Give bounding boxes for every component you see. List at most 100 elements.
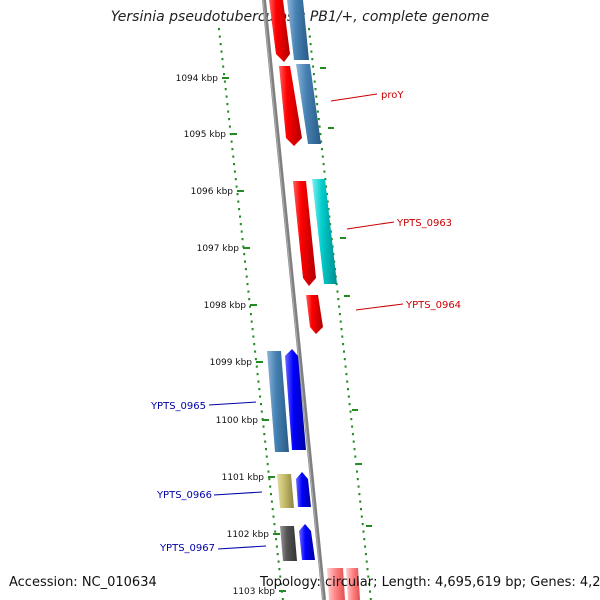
track-dot xyxy=(343,358,346,361)
gene-feature xyxy=(306,295,323,334)
track-dot xyxy=(311,58,314,61)
track-dot xyxy=(227,110,230,113)
track-dot xyxy=(246,283,249,286)
track-dot xyxy=(317,118,320,121)
track-dot xyxy=(352,440,355,443)
track-dot xyxy=(325,193,328,196)
tick-label: 1100 kbp xyxy=(216,416,259,426)
genome-backbone xyxy=(262,0,326,600)
track-dot xyxy=(338,305,341,308)
track-dot xyxy=(362,530,365,533)
track-dot xyxy=(351,425,354,428)
track-dot xyxy=(366,568,369,571)
track-dot xyxy=(252,335,255,338)
track-dot xyxy=(275,538,278,541)
track-dot xyxy=(337,298,340,301)
track-dot xyxy=(275,545,278,548)
track-dot xyxy=(357,485,360,488)
track-dot xyxy=(345,373,348,376)
track-dot xyxy=(225,95,228,98)
track-dot xyxy=(364,545,367,548)
track-dot xyxy=(312,65,315,68)
tick-label: 1099 kbp xyxy=(210,358,253,368)
track-dot xyxy=(232,155,235,158)
track-dot xyxy=(236,193,239,196)
track-dot xyxy=(349,410,352,413)
tick-label: 1098 kbp xyxy=(204,301,247,311)
track-dot xyxy=(348,403,351,406)
track-dot xyxy=(222,65,225,68)
track-dot xyxy=(254,350,257,353)
gene-label-ypts-0965: YPTS_0965 xyxy=(150,401,206,412)
track-dot xyxy=(341,335,344,338)
track-dot xyxy=(310,50,313,53)
tick-label: 1094 kbp xyxy=(176,74,219,84)
track-dot xyxy=(356,470,358,473)
accession-text: Accession: NC_010634 xyxy=(9,575,157,590)
tick-label: 1095 kbp xyxy=(184,130,227,140)
track-dot xyxy=(347,395,350,398)
track-dot xyxy=(344,365,347,368)
track-dot xyxy=(340,328,343,331)
track-dot xyxy=(365,560,368,563)
track-dot xyxy=(363,538,366,541)
track-dot xyxy=(322,163,325,166)
track-dot xyxy=(256,373,259,376)
track-dot xyxy=(268,478,271,481)
track-dot xyxy=(281,598,284,600)
gene-feature xyxy=(296,64,321,144)
track-dot xyxy=(264,440,267,443)
track-dot xyxy=(265,455,268,458)
track-dot xyxy=(253,343,256,346)
track-dot xyxy=(254,358,257,361)
gene-feature xyxy=(285,349,306,450)
gene-label-proy: proY xyxy=(381,90,404,101)
track-dot xyxy=(369,590,371,593)
track-dot xyxy=(230,140,233,143)
tick-label: 1102 kbp xyxy=(227,530,270,540)
track-dot xyxy=(266,463,269,466)
track-dot xyxy=(244,268,247,271)
track-dot xyxy=(351,433,354,436)
gene-label-ypts-0964: YPTS_0964 xyxy=(405,300,461,311)
track-dot xyxy=(234,178,237,181)
gene-feature xyxy=(280,526,297,561)
track-dot xyxy=(353,448,356,451)
track-dot xyxy=(231,148,234,151)
track-dot xyxy=(244,260,246,263)
gene-feature xyxy=(269,0,290,62)
track-dot xyxy=(223,73,225,76)
gene-feature xyxy=(346,568,360,600)
tick-label: 1096 kbp xyxy=(191,187,234,197)
track-dot xyxy=(368,583,371,586)
track-dot xyxy=(343,350,345,353)
track-dot xyxy=(241,238,244,241)
track-dot xyxy=(312,73,315,76)
track-dot xyxy=(321,155,324,158)
track-dot xyxy=(279,575,282,578)
gene-feature xyxy=(299,524,315,560)
track-dot xyxy=(364,553,367,556)
track-dot xyxy=(269,485,272,488)
track-dot xyxy=(257,380,260,383)
track-dot xyxy=(325,185,328,188)
track-dot xyxy=(342,343,345,346)
track-dot xyxy=(262,425,265,428)
track-dot xyxy=(326,200,329,203)
track-dot xyxy=(226,103,229,106)
track-dot xyxy=(347,388,349,391)
track-dot xyxy=(221,58,224,61)
track-dot xyxy=(249,313,252,316)
track-dot xyxy=(267,470,270,473)
track-dot xyxy=(245,275,248,278)
tick-dotted-track xyxy=(218,28,284,600)
track-dot xyxy=(316,110,319,113)
track-dot xyxy=(239,215,241,218)
track-dot xyxy=(308,28,310,31)
track-dot xyxy=(248,298,251,301)
track-dot xyxy=(315,95,318,98)
track-dot xyxy=(233,163,236,166)
tick-label: 1101 kbp xyxy=(222,473,265,483)
track-dot xyxy=(280,583,283,586)
